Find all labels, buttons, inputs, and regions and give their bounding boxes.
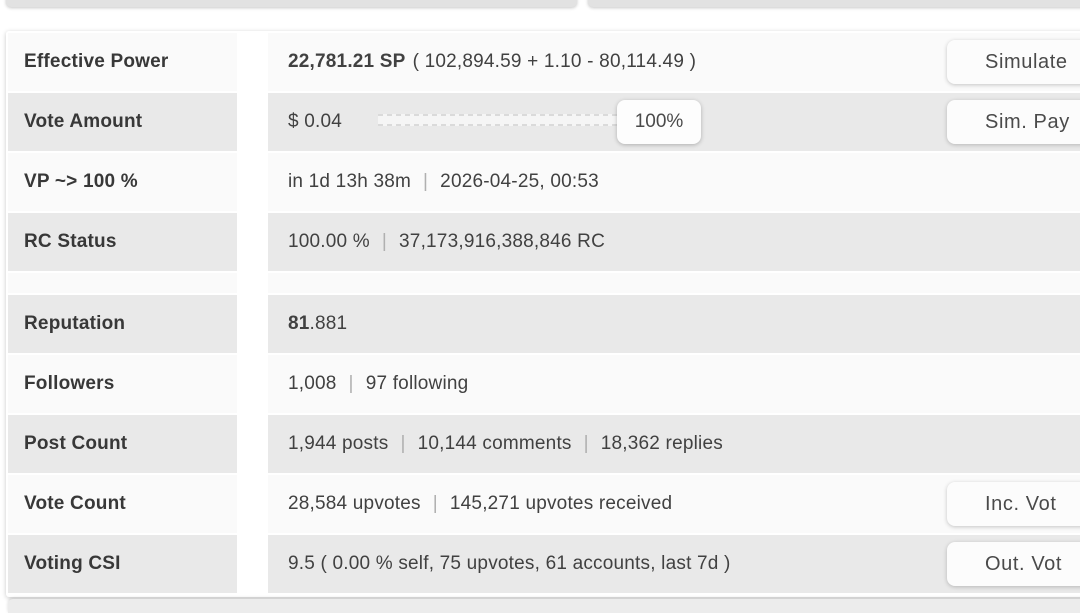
post-count-label: Post Count xyxy=(24,433,128,454)
upvotes-received-count: 145,271 upvotes received xyxy=(449,493,673,514)
voting-csi-value: 9.5 ( 0.00 % self, 75 upvotes, 61 accoun… xyxy=(288,553,731,574)
followers-count: 1,008 xyxy=(288,373,337,394)
rc-status-label: RC Status xyxy=(24,231,117,252)
simulate-button[interactable]: Simulate xyxy=(947,40,1080,84)
posts-count: 1,944 posts xyxy=(288,433,389,454)
separator: | xyxy=(583,433,589,454)
rc-percent: 100.00 % xyxy=(288,231,370,252)
separator: | xyxy=(381,231,388,252)
row-post-count: Post Count 1,944 posts | 10,144 comments… xyxy=(8,415,1080,473)
vp-full-datetime: 2026-04-25, 00:53 xyxy=(440,171,599,192)
effective-power-breakdown: ( 102,894.59 + 1.10 - 80,114.49 ) xyxy=(412,51,697,72)
vote-weight-slider-track[interactable] xyxy=(378,114,696,126)
vote-count-label: Vote Count xyxy=(24,493,126,514)
row-voting-csi: Voting CSI 9.5 ( 0.00 % self, 75 upvotes… xyxy=(8,535,1080,593)
row-reputation: Reputation 81 .881 xyxy=(8,295,1080,353)
cropped-panel-above-right xyxy=(588,0,1080,7)
followers-label: Followers xyxy=(24,373,115,394)
separator: | xyxy=(400,433,406,454)
row-followers: Followers 1,008 | 97 following xyxy=(8,355,1080,413)
account-stats-panel: Effective Power 22,781.21 SP ( 102,894.5… xyxy=(6,31,1080,597)
separator: | xyxy=(348,373,354,394)
vote-amount-value: $ 0.04 xyxy=(288,111,343,132)
voting-csi-label: Voting CSI xyxy=(24,553,121,574)
replies-count: 18,362 replies xyxy=(600,433,723,454)
upvotes-count: 28,584 upvotes xyxy=(288,493,421,514)
cropped-panel-below xyxy=(8,599,1080,613)
following-count: 97 following xyxy=(365,373,469,394)
separator: | xyxy=(423,171,429,192)
row-effective-power: Effective Power 22,781.21 SP ( 102,894.5… xyxy=(8,33,1080,91)
sim-payout-button[interactable]: Sim. Pay xyxy=(947,100,1080,144)
vote-amount-label: Vote Amount xyxy=(24,111,143,132)
outgoing-votes-button[interactable]: Out. Vot xyxy=(947,542,1080,586)
row-rc-status: RC Status 100.00 % | 37,173,916,388,846 … xyxy=(8,213,1080,271)
vp-time-remaining: in 1d 13h 38m xyxy=(288,171,412,192)
vote-weight-slider-handle[interactable]: 100% xyxy=(617,100,701,144)
reputation-label: Reputation xyxy=(24,313,126,334)
reputation-frac: .881 xyxy=(309,313,348,334)
effective-power-label: Effective Power xyxy=(24,51,169,72)
rc-amount: 37,173,916,388,846 RC xyxy=(399,231,606,252)
row-vote-count: Vote Count 28,584 upvotes | 145,271 upvo… xyxy=(8,475,1080,533)
incoming-votes-button[interactable]: Inc. Vot xyxy=(947,482,1080,526)
cropped-panel-above-left xyxy=(6,0,577,7)
vp-recharge-label: VP ~> 100 % xyxy=(24,171,138,192)
comments-count: 10,144 comments xyxy=(417,433,572,454)
row-vote-amount: Vote Amount $ 0.04 100% Sim. Pay xyxy=(8,93,1080,151)
spacer-row xyxy=(8,273,1080,293)
reputation-int: 81 xyxy=(288,313,310,334)
row-vp-recharge: VP ~> 100 % in 1d 13h 38m | 2026-04-25, … xyxy=(8,153,1080,211)
effective-power-sp: 22,781.21 SP xyxy=(288,51,406,72)
separator: | xyxy=(432,493,438,514)
